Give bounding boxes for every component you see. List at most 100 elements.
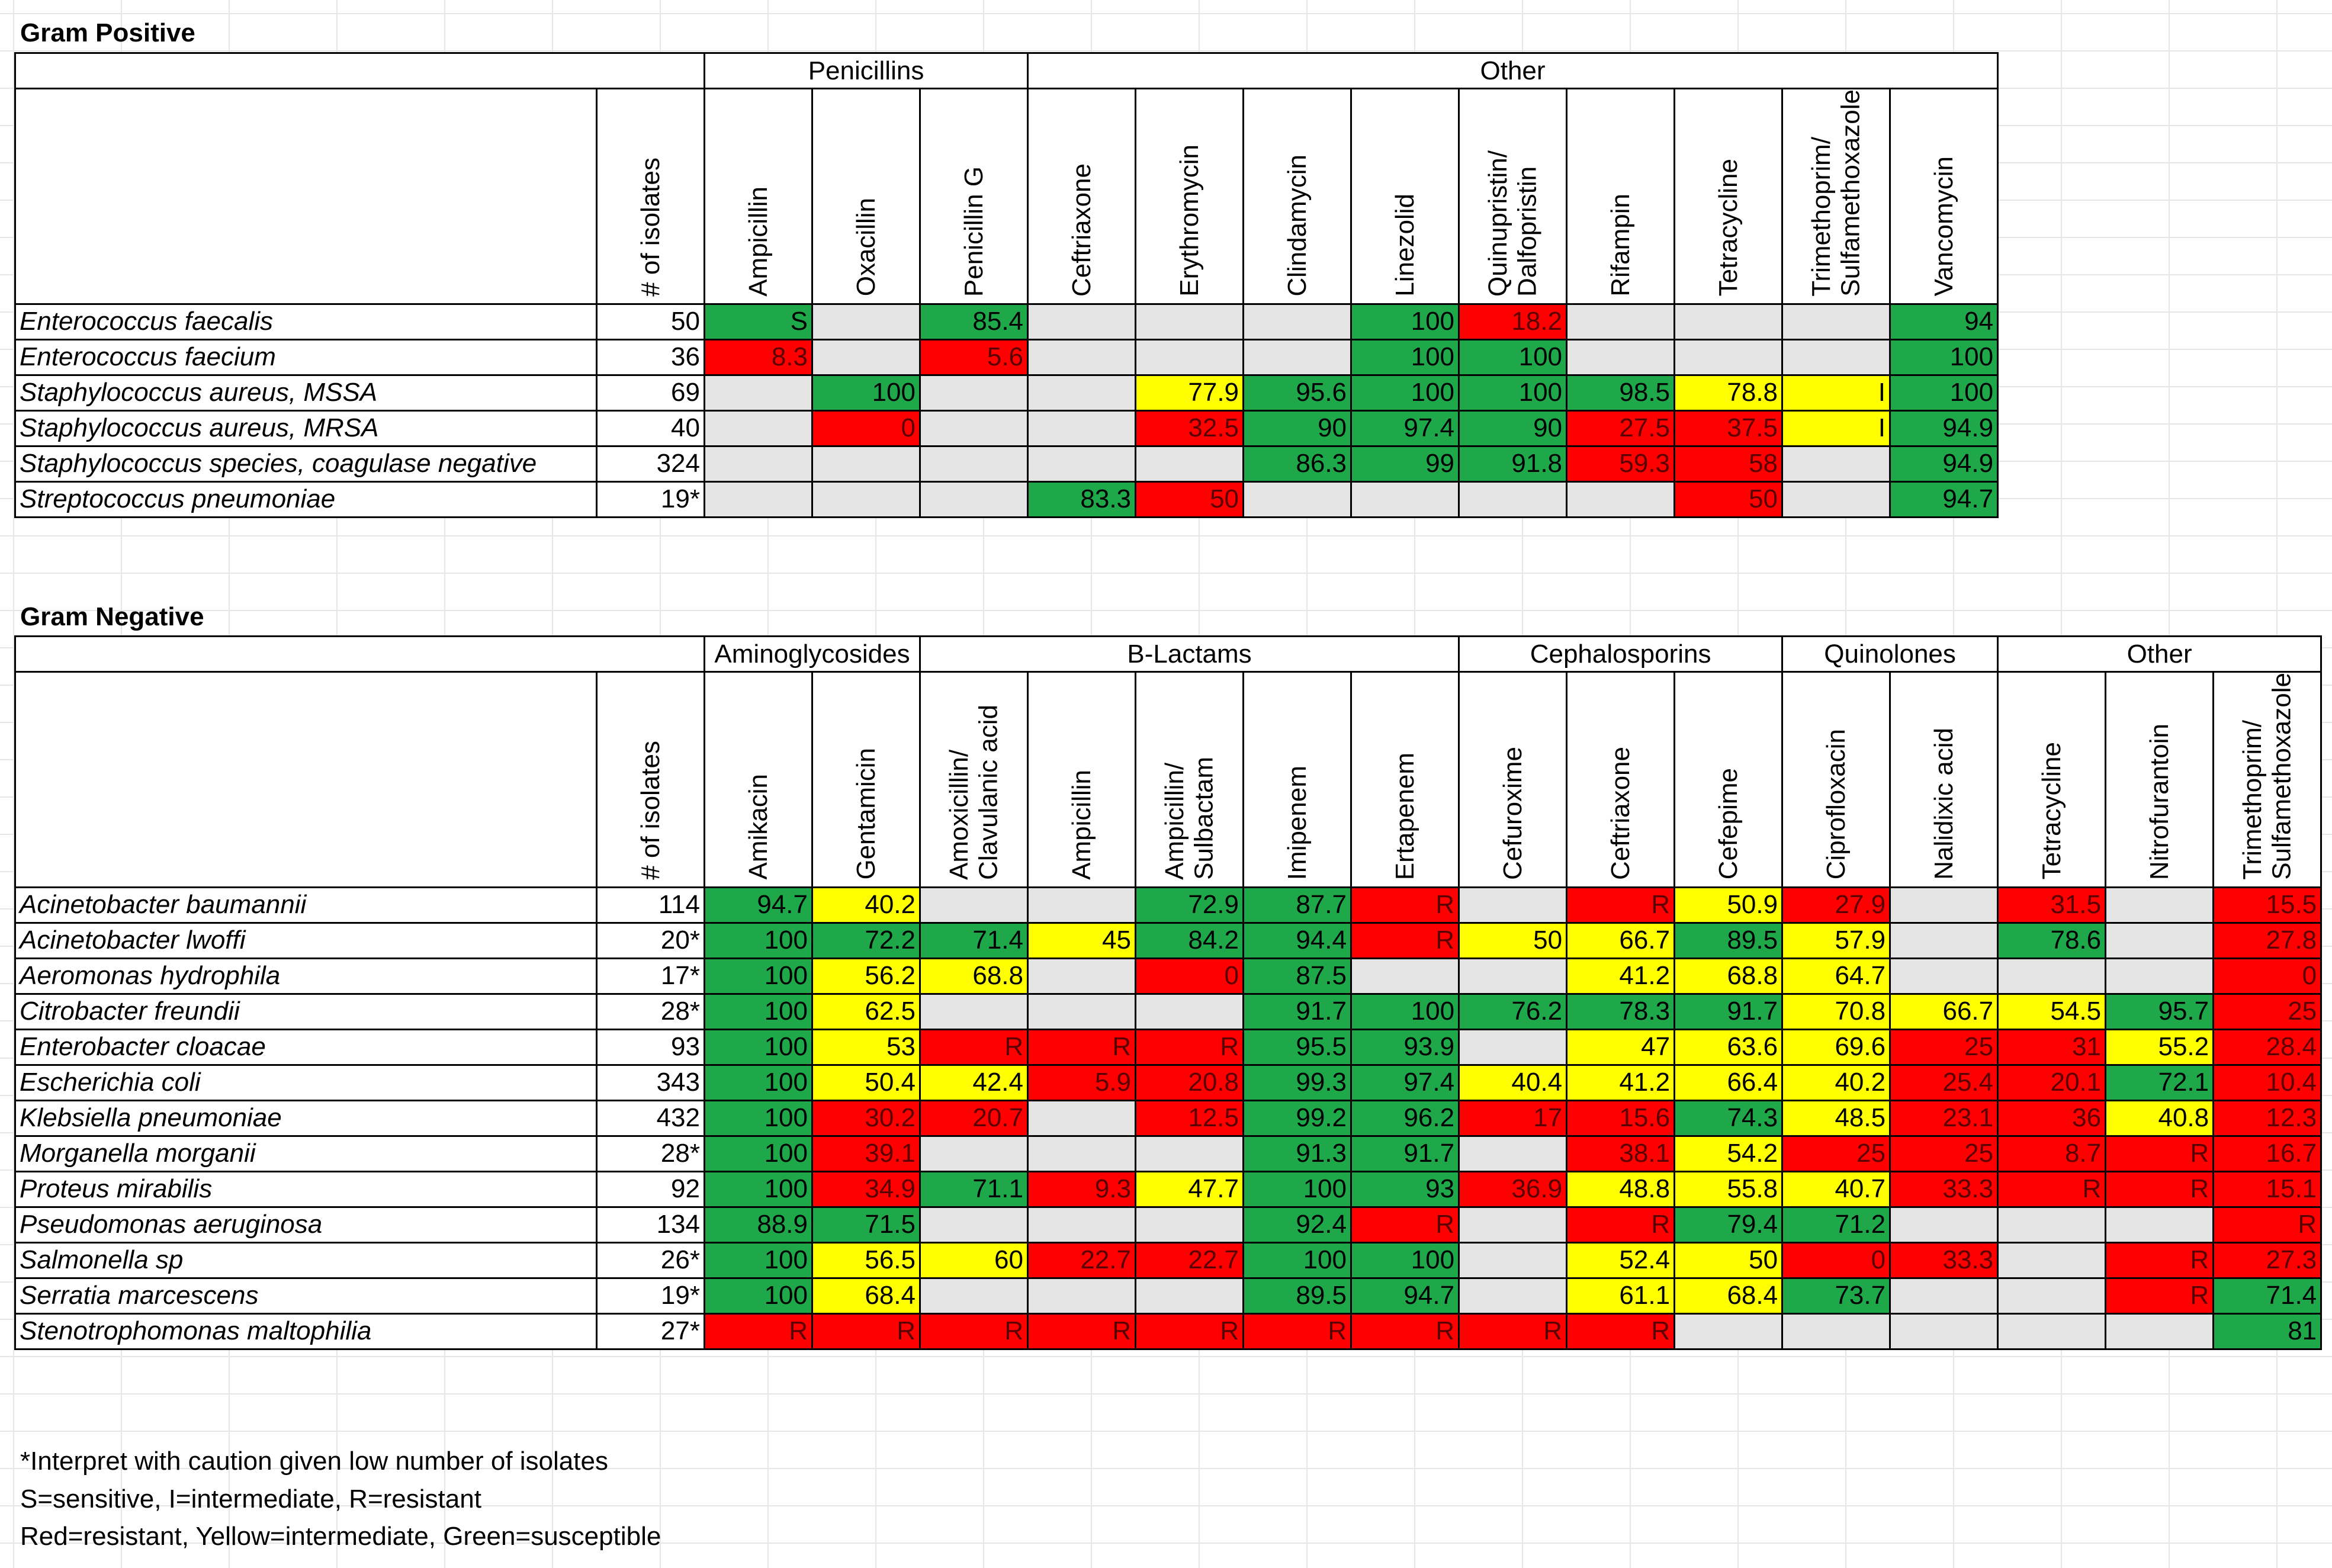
susceptibility-cell: 85.4 — [918, 303, 1029, 340]
susceptibility-cell — [918, 445, 1029, 483]
susceptibility-cell: 91.7 — [1242, 992, 1352, 1030]
group-header: Other — [1997, 635, 2323, 673]
susceptibility-cell: 50.4 — [811, 1063, 921, 1101]
susceptibility-cell: R — [1566, 1206, 1676, 1244]
table-row: Staphylococcus aureus, MSSA 69 100 77.9 95.6… — [14, 374, 1999, 412]
susceptibility-cell: 100 — [811, 374, 921, 412]
antibiotic-header-label: Ceftriaxone — [1067, 163, 1096, 297]
isolate-count: 19* — [596, 480, 705, 518]
antibiotic-header-label: Tetracycline — [1713, 159, 1743, 297]
susceptibility-cell: 45 — [1027, 921, 1136, 959]
antibiotic-header-label: Oxacillin — [851, 198, 881, 297]
susceptibility-cell: 68.4 — [1673, 1277, 1784, 1315]
susceptibility-cell — [1673, 1312, 1784, 1350]
susceptibility-cell: R — [1350, 886, 1460, 924]
susceptibility-cell: 100 — [1889, 374, 1999, 412]
isolate-count: 92 — [596, 1170, 705, 1208]
antibiotic-header: Oxacillin — [811, 88, 921, 305]
susceptibility-cell: 78.3 — [1566, 992, 1676, 1030]
susceptibility-cell: 38.1 — [1566, 1135, 1676, 1172]
susceptibility-cell: 99.3 — [1242, 1063, 1352, 1101]
susceptibility-cell — [1889, 886, 1999, 924]
susceptibility-cell — [811, 445, 921, 483]
susceptibility-cell: 12.3 — [2212, 1099, 2323, 1137]
antibiotic-header-row: # of isolates Amikacin Gentamicin Amoxicill… — [14, 671, 2323, 888]
susceptibility-cell: 84.2 — [1135, 921, 1244, 959]
susceptibility-cell — [918, 374, 1029, 412]
susceptibility-cell: 97.4 — [1350, 409, 1460, 447]
susceptibility-cell: 71.4 — [2212, 1277, 2323, 1315]
susceptibility-cell: 54.5 — [1997, 992, 2107, 1030]
antibiotic-header: Ceftriaxone — [1027, 88, 1137, 305]
susceptibility-cell — [1889, 957, 1999, 995]
antibiotic-header: Nalidixic acid — [1889, 671, 1999, 888]
susceptibility-cell: 90 — [1458, 409, 1568, 447]
susceptibility-cell: 100 — [1350, 992, 1460, 1030]
susceptibility-cell: 20.7 — [919, 1099, 1029, 1137]
susceptibility-cell: 71.5 — [811, 1206, 921, 1244]
susceptibility-cell: 34.9 — [811, 1170, 921, 1208]
group-header — [14, 635, 705, 673]
antibiotic-header-row: # of isolates Ampicillin Oxacillin Penicill… — [14, 88, 1999, 305]
susceptibility-cell: 15.6 — [1566, 1099, 1676, 1137]
group-header: Quinolones — [1781, 635, 1999, 673]
table-row: Acinetobacter baumannii 114 94.7 40.2 72.9 87… — [14, 886, 2323, 924]
susceptibility-cell: 86.3 — [1242, 445, 1353, 483]
susceptibility-cell: 100 — [1350, 338, 1460, 376]
susceptibility-cell — [1673, 303, 1784, 340]
susceptibility-cell: 17 — [1458, 1099, 1568, 1137]
susceptibility-cell: 69.6 — [1781, 1028, 1891, 1066]
susceptibility-cell — [1458, 1135, 1568, 1172]
susceptibility-cell — [918, 480, 1029, 518]
antibiotic-header-label: Ampicillin/ Sulbactam — [1160, 756, 1219, 880]
antibiotic-header: Vancomycin — [1889, 88, 1999, 305]
susceptibility-cell: 100 — [1889, 338, 1999, 376]
susceptibility-cell: 50.9 — [1673, 886, 1784, 924]
susceptibility-cell: S — [704, 303, 813, 340]
susceptibility-cell: 71.1 — [919, 1170, 1029, 1208]
antibiotic-header-label: # of isolates — [635, 740, 665, 880]
susceptibility-cell: 94 — [1889, 303, 1999, 340]
antibiotic-header-label: Penicillin G — [959, 166, 988, 297]
susceptibility-cell — [1027, 1099, 1136, 1137]
susceptibility-cell — [1135, 303, 1245, 340]
susceptibility-cell: R — [919, 1028, 1029, 1066]
antibiotic-header: Ciprofloxacin — [1781, 671, 1891, 888]
susceptibility-cell: 52.4 — [1566, 1241, 1676, 1279]
susceptibility-cell: 78.6 — [1997, 921, 2107, 959]
susceptibility-cell: 20.1 — [1997, 1063, 2107, 1101]
susceptibility-cell: 42.4 — [919, 1063, 1029, 1101]
susceptibility-cell: 73.7 — [1781, 1277, 1891, 1315]
group-header: Other — [1027, 52, 1999, 89]
susceptibility-cell — [1889, 1312, 1999, 1350]
susceptibility-cell: 66.4 — [1673, 1063, 1784, 1101]
susceptibility-cell: 40.2 — [811, 886, 921, 924]
group-header: Aminoglycosides — [704, 635, 921, 673]
organism-name: Streptococcus pneumoniae — [14, 480, 598, 518]
susceptibility-cell: 71.2 — [1781, 1206, 1891, 1244]
susceptibility-cell: 91.7 — [1350, 1135, 1460, 1172]
susceptibility-cell — [704, 409, 813, 447]
susceptibility-cell: 100 — [1242, 1170, 1352, 1208]
susceptibility-cell — [1781, 303, 1891, 340]
organism-name: Enterobacter cloacae — [14, 1028, 598, 1066]
susceptibility-cell: 57.9 — [1781, 921, 1891, 959]
antibiotic-header: Rifampin — [1566, 88, 1676, 305]
antibiotic-header-label: Nitrofurantoin — [2144, 723, 2174, 880]
susceptibility-cell: 0 — [811, 409, 921, 447]
organism-name: Acinetobacter baumannii — [14, 886, 598, 924]
isolates-count-header: # of isolates — [596, 671, 705, 888]
susceptibility-cell: 16.7 — [2212, 1135, 2323, 1172]
susceptibility-cell: 8.3 — [704, 338, 813, 376]
susceptibility-cell: 10.4 — [2212, 1063, 2323, 1101]
antibiotic-header-label: Amoxicillin/ Clavulanic acid — [945, 704, 1003, 880]
susceptibility-cell: R — [1350, 921, 1460, 959]
isolate-count: 114 — [596, 886, 705, 924]
susceptibility-cell: 40.7 — [1781, 1170, 1891, 1208]
organism-name: Proteus mirabilis — [14, 1170, 598, 1208]
antibiotic-header-label: Vancomycin — [1929, 156, 1958, 297]
organism-name: Acinetobacter lwoffi — [14, 921, 598, 959]
susceptibility-cell: 15.5 — [2212, 886, 2323, 924]
susceptibility-cell: 25 — [1889, 1028, 1999, 1066]
susceptibility-cell — [2105, 957, 2215, 995]
